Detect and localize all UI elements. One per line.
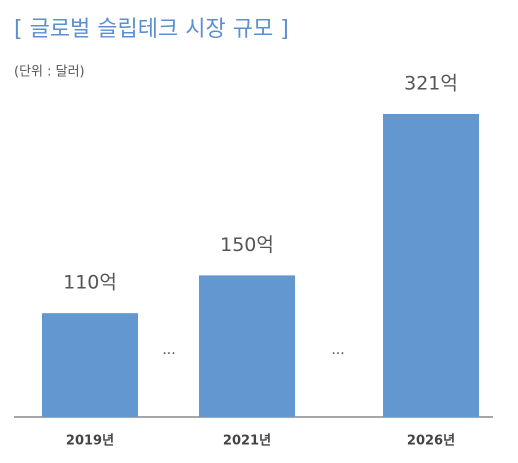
x-tick-label: 2019년: [66, 434, 114, 449]
value-label: 321억: [404, 72, 458, 94]
x-tick-label: 2026년: [407, 434, 455, 449]
chart-subtitle: (단위 : 달러): [14, 65, 85, 80]
bar: [42, 313, 138, 417]
gap-marker: ...: [162, 342, 175, 358]
value-label: 110억: [63, 272, 117, 294]
bar: [199, 275, 295, 417]
x-tick-label: 2021년: [223, 434, 271, 449]
gap-marker: ...: [331, 342, 344, 358]
value-label: 150억: [220, 234, 274, 256]
bar: [383, 113, 479, 417]
chart-title: [ 글로벌 슬립테크 시장 규모 ]: [14, 17, 289, 42]
